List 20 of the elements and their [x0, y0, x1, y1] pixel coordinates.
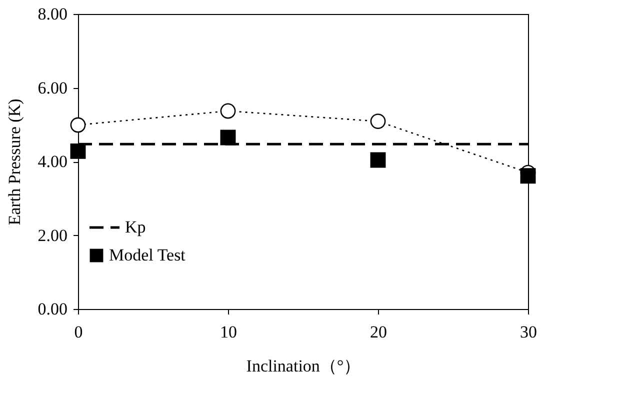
point [70, 117, 86, 133]
x-axis-title: Inclination（°） [246, 356, 361, 376]
y-tick-label: 8.00 [38, 4, 68, 24]
point [520, 168, 536, 184]
x-tick-label: 30 [520, 322, 537, 342]
point [70, 143, 86, 159]
point [370, 152, 386, 168]
y-tick-label: 6.00 [38, 78, 68, 98]
legend-label: Model Test [109, 246, 186, 264]
point [370, 114, 386, 130]
x-tick-label: 20 [370, 322, 387, 342]
point [220, 103, 236, 119]
y-axis-title: Earth Pressure (K) [4, 98, 24, 226]
x-tick-label: 0 [74, 322, 83, 342]
point [220, 130, 236, 146]
y-tick-label: 4.00 [38, 152, 68, 171]
y-tick-label: 2.00 [38, 226, 68, 245]
x-tick-label: 10 [220, 322, 237, 342]
legend-label: Kp [125, 218, 146, 236]
y-tick-label: 0.00 [38, 300, 68, 318]
